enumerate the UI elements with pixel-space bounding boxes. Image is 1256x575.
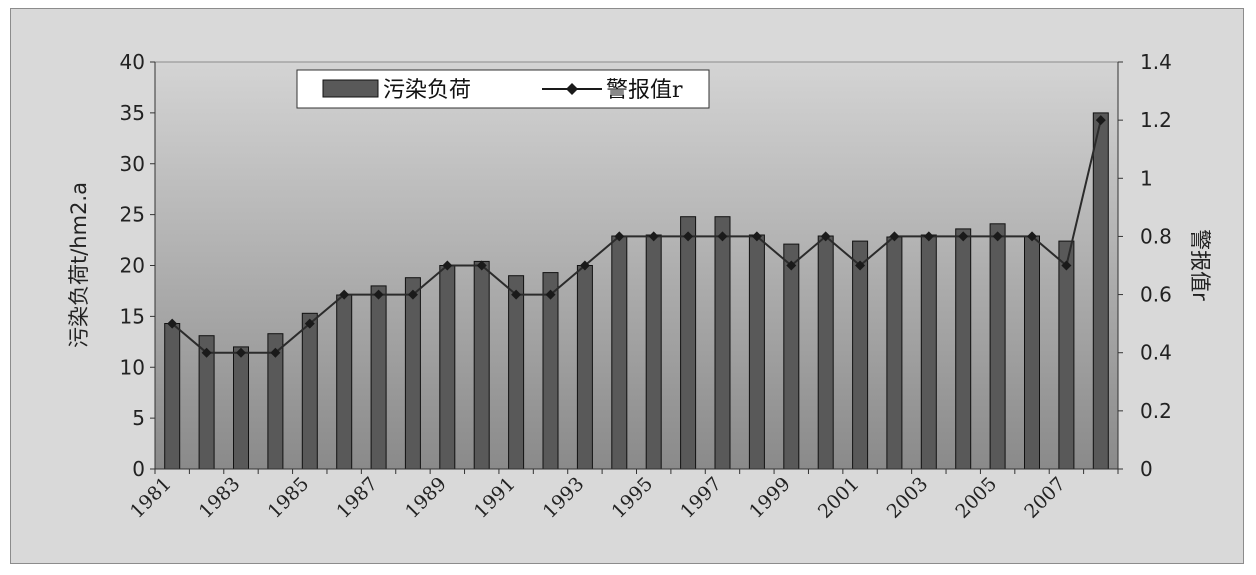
x-tick-label: 2001 [814, 473, 864, 523]
legend: 污染负荷 警报值r [296, 69, 710, 109]
bar-2002 [886, 236, 903, 470]
alert-point-2006 [1027, 231, 1038, 242]
x-tick-label: 1985 [264, 473, 314, 523]
bar-2006 [1024, 235, 1040, 470]
alert-point-1981 [167, 318, 178, 329]
alert-point-1988 [407, 289, 418, 300]
bar-1998 [748, 234, 765, 470]
alert-point-2008 [1095, 115, 1106, 126]
alert-point-1989 [442, 260, 453, 271]
alert-point-2007 [1061, 260, 1072, 271]
y2-tick-label: 1 [1140, 166, 1153, 190]
alert-point-1983 [235, 347, 246, 358]
legend-bar-label: 污染负荷 [383, 78, 471, 103]
bar-1990 [473, 260, 490, 470]
y-axis-title: 污染负荷t/hm2.a [67, 182, 91, 348]
y2-tick-label: 0.4 [1140, 341, 1172, 365]
line-layer [167, 115, 1106, 358]
alert-value-line [171, 119, 1102, 354]
alert-point-2000 [820, 231, 831, 242]
y-tick-label: 15 [120, 304, 145, 328]
y-tick-label: 5 [132, 406, 145, 430]
y-tick-label: 35 [120, 101, 145, 125]
bar-2003 [920, 234, 937, 470]
alert-point-1995 [648, 231, 659, 242]
y2-tick-label: 0.2 [1140, 399, 1172, 423]
legend-line-label: 警报值r [606, 78, 683, 103]
x-tick-label: 1993 [539, 473, 589, 523]
alert-point-1986 [339, 289, 350, 300]
bars-layer [164, 112, 1109, 470]
bar-1985 [301, 312, 318, 470]
alert-point-1990 [476, 260, 487, 271]
alert-point-2001 [855, 260, 866, 271]
alert-point-1999 [786, 260, 797, 271]
alert-point-1994 [614, 231, 625, 242]
bar-1991 [508, 275, 525, 470]
bar-2007 [1058, 240, 1075, 470]
x-tick-label: 2007 [1020, 473, 1070, 523]
bar-2001 [852, 240, 869, 470]
bar-1997 [714, 216, 731, 470]
bar-1999 [783, 243, 800, 470]
bar-2004 [955, 228, 972, 470]
plot-area [154, 61, 1119, 470]
x-tick-label: 1997 [676, 473, 726, 523]
bar-1994 [611, 235, 628, 470]
bar-1996 [680, 216, 697, 470]
alert-point-1985 [304, 318, 315, 329]
legend-bar-swatch [322, 79, 379, 98]
y-tick-label: 0 [132, 457, 145, 481]
bar-2008 [1092, 112, 1109, 470]
alert-point-1997 [717, 231, 728, 242]
alert-point-1982 [201, 347, 212, 358]
x-tick-label: 1983 [195, 473, 245, 523]
x-tick-label: 1999 [745, 473, 795, 523]
bar-2000 [817, 235, 834, 470]
bar-1992 [542, 272, 559, 470]
bar-1986 [336, 294, 353, 470]
y-tick-label: 25 [120, 203, 145, 227]
alert-point-2003 [923, 231, 934, 242]
alert-point-2002 [889, 231, 900, 242]
bar-1993 [576, 265, 593, 470]
y-tick-label: 20 [120, 254, 145, 278]
alert-point-1991 [511, 289, 522, 300]
bar-1988 [404, 277, 421, 470]
bar-2005 [989, 223, 1006, 470]
x-tick-label: 2005 [951, 473, 1001, 523]
alert-point-1993 [579, 260, 590, 271]
y2-tick-label: 0.6 [1140, 283, 1172, 307]
alert-point-1992 [545, 289, 556, 300]
alert-point-1984 [270, 347, 281, 358]
alert-point-1996 [683, 231, 694, 242]
x-tick-label: 1989 [401, 473, 451, 523]
bar-1983 [233, 346, 249, 470]
x-tick-label: 1991 [470, 473, 520, 523]
y2-tick-label: 0.8 [1140, 224, 1172, 248]
bar-1995 [645, 234, 662, 470]
y-tick-label: 10 [120, 355, 145, 379]
bar-1987 [370, 285, 387, 470]
y2-tick-label: 1.4 [1140, 50, 1172, 74]
y-tick-label: 40 [120, 50, 145, 74]
alert-point-1987 [373, 289, 384, 300]
y2-axis-title: 警报值r [1188, 229, 1212, 301]
x-tick-label: 1995 [607, 473, 657, 523]
y-tick-label: 30 [120, 152, 145, 176]
alert-point-2005 [992, 231, 1003, 242]
bar-1981 [164, 323, 181, 470]
alert-point-1998 [751, 231, 762, 242]
legend-diamond-marker [566, 83, 578, 95]
x-tick-label: 2003 [883, 473, 933, 523]
y2-tick-label: 1.2 [1140, 108, 1172, 132]
bar-1989 [439, 265, 456, 470]
y2-tick-label: 0 [1140, 457, 1153, 481]
x-tick-label: 1987 [332, 473, 382, 523]
alert-point-2004 [958, 231, 969, 242]
